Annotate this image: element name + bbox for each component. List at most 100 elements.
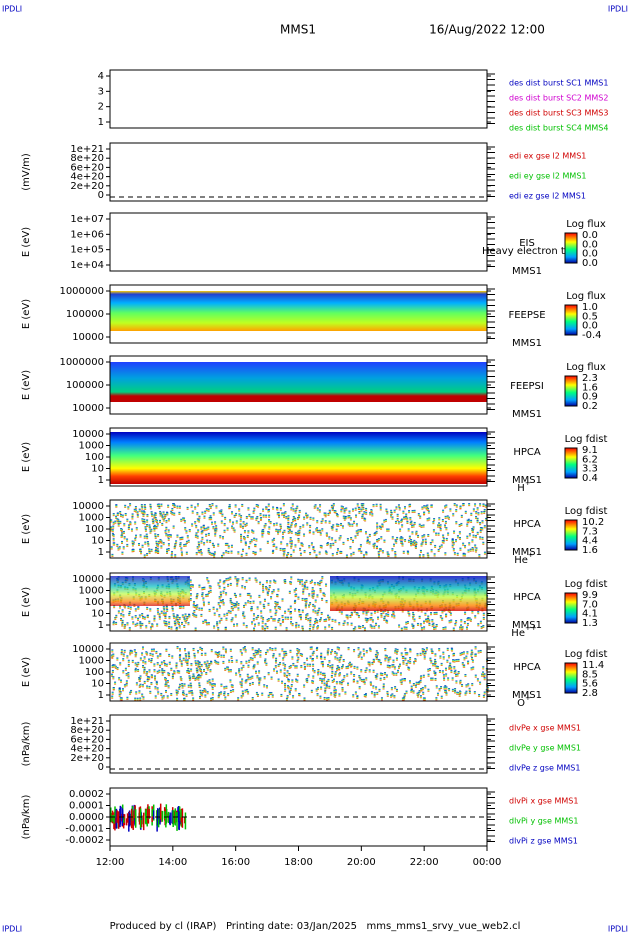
spectrogram-pixel (399, 663, 402, 667)
spectrogram-pixel (434, 661, 437, 665)
spectrogram-pixel (324, 512, 327, 516)
spectrogram-pixel (249, 676, 252, 680)
spectrogram-pixel (258, 679, 261, 683)
spectrogram-pixel (368, 663, 371, 667)
spectrogram-pixel (266, 618, 269, 622)
spectrogram-pixel (279, 547, 282, 551)
spectrogram-pixel (449, 612, 452, 616)
spectrogram-pixel (290, 616, 293, 620)
spectrogram-pixel (220, 511, 223, 515)
spectrogram-pixel (201, 511, 204, 515)
spectrogram-pixel (398, 624, 401, 628)
spectrogram-pixel (306, 522, 309, 526)
spectrogram-pixel (251, 621, 254, 625)
spectrogram-pixel (196, 604, 199, 608)
spectrogram-pixel (325, 583, 328, 587)
spectrogram-pixel (338, 659, 341, 663)
spectrogram-pixel (207, 532, 210, 536)
spectrogram-pixel (418, 554, 421, 558)
spectrogram-pixel (376, 526, 379, 530)
spectrogram-pixel (150, 511, 153, 515)
spectrogram-pixel (265, 580, 268, 584)
spectrogram-pixel (290, 684, 293, 688)
spectrogram-pixel (242, 613, 245, 617)
spectrogram-pixel (156, 670, 159, 674)
spectrogram-pixel (465, 690, 468, 694)
spectrogram-pixel (417, 513, 420, 517)
spectrogram-pixel (173, 615, 176, 619)
spectrogram-pixel (427, 533, 430, 537)
spectrogram-pixel (126, 622, 129, 626)
spectrogram-pixel (474, 615, 477, 619)
spectrogram-pixel (111, 669, 114, 673)
spectrogram-pixel (261, 534, 264, 538)
spectrogram-pixel (310, 689, 313, 693)
colorbar (564, 375, 578, 407)
spectrogram-pixel (369, 624, 372, 628)
spectrogram-pixel (314, 599, 317, 603)
spectrogram-pixel (362, 625, 365, 629)
spectrogram-pixel (303, 662, 306, 666)
spectrogram-pixel (161, 669, 164, 673)
spectrogram-pixel (464, 510, 467, 514)
spectrogram-pixel (453, 666, 456, 670)
spectrogram-pixel (291, 679, 294, 683)
spectrogram-pixel (311, 587, 314, 591)
spectrogram-pixel (358, 511, 361, 515)
panel-frame (109, 142, 488, 202)
spectrogram-pixel (435, 623, 438, 627)
spectrogram-pixel (380, 697, 383, 701)
spectrogram-pixel (192, 697, 195, 701)
spectrogram-pixel (352, 551, 355, 555)
spectrogram-pixel (316, 594, 319, 598)
spectrogram-pixel (416, 692, 419, 696)
spectrogram-pixel (422, 674, 425, 678)
spectrogram-pixel (250, 606, 253, 610)
spectrogram-pixel (402, 661, 405, 665)
y-tick-label: -0.0001 (65, 824, 104, 835)
spectrogram-pixel (156, 608, 159, 612)
spectrogram-pixel (114, 681, 117, 685)
spectrogram-pixel (305, 614, 308, 618)
overlay-label: Heavy electron to (482, 246, 571, 257)
spectrogram-pixel (222, 536, 225, 540)
spectrogram-pixel (284, 610, 287, 614)
spectrogram-pixel (218, 510, 221, 514)
spectrogram-pixel (296, 505, 299, 509)
spectrogram-pixel (211, 503, 214, 507)
spectrogram-pixel (469, 548, 472, 552)
spectrogram-pixel (203, 528, 206, 532)
spectrogram-pixel (402, 510, 405, 514)
spectrogram-pixel (303, 697, 306, 701)
colorbar-label: 0.0 (582, 321, 598, 332)
spectrogram-pixel (438, 522, 441, 526)
spectrogram-pixel (293, 600, 296, 604)
spectrogram-pixel (204, 694, 207, 698)
spectrogram-pixel (479, 522, 482, 526)
spectrogram-pixel (245, 579, 248, 583)
spectrogram-pixel (252, 618, 255, 622)
spectrogram-pixel (323, 619, 326, 623)
spectrogram-pixel (194, 660, 197, 664)
spectrogram-pixel (165, 526, 168, 530)
spectrogram-pixel (236, 623, 239, 627)
spectrogram-pixel (137, 617, 140, 621)
y-axis-label: E (eV) (21, 227, 32, 257)
spectrogram-pixel (151, 623, 154, 627)
spectrogram-pixel (283, 548, 286, 552)
spectrogram-pixel (150, 660, 153, 664)
spectrogram-pixel (179, 676, 182, 680)
spectrogram-pixel (252, 510, 255, 514)
spectrogram-pixel (183, 544, 186, 548)
spectrogram-pixel (116, 657, 119, 661)
spectrogram-pixel (369, 617, 372, 621)
spectrogram-pixel (148, 676, 151, 680)
spectrogram-pixel (148, 524, 151, 528)
spectrogram-pixel (157, 611, 160, 615)
spectrogram-pixel (304, 598, 307, 602)
spectrogram-pixel (197, 660, 200, 664)
spectrogram-pixel (364, 518, 367, 522)
ion-label: O+ (517, 694, 531, 709)
spectrogram-pixel (302, 591, 305, 595)
spectrogram-pixel (249, 657, 252, 661)
